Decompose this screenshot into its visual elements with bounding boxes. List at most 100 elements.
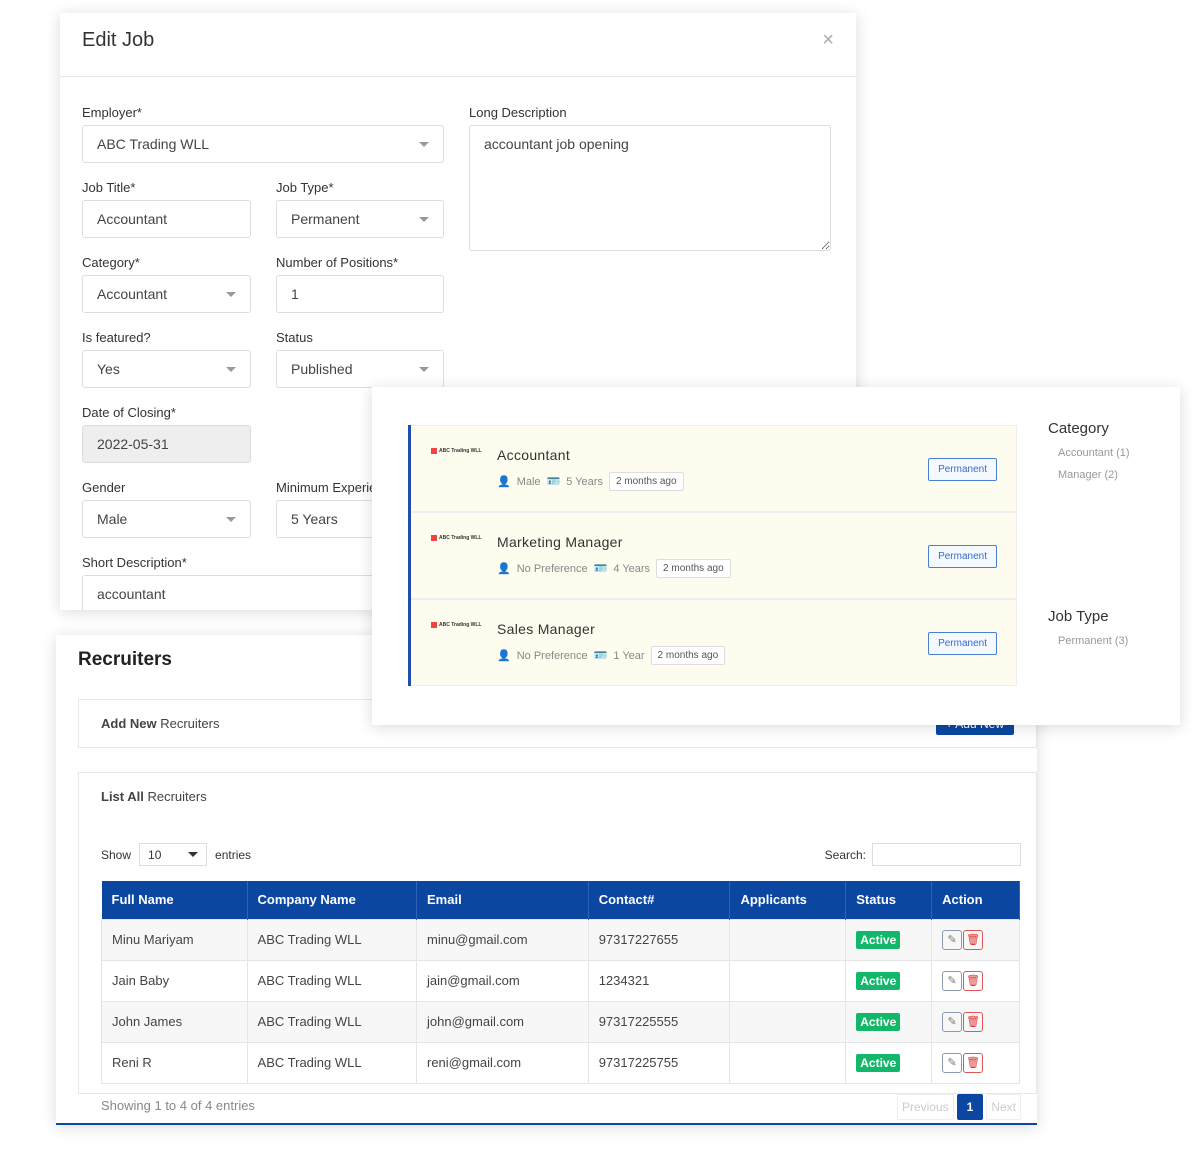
label: Date of Closing* <box>82 405 176 420</box>
job-item[interactable]: ABC Trading WLL Marketing Manager 👤 No Pref… <box>411 512 1017 599</box>
label: Category* <box>82 255 140 270</box>
filter-item[interactable]: Permanent (3) <box>1058 635 1129 647</box>
job-type-badge: Permanent <box>928 458 997 481</box>
delete-icon[interactable]: 🗑 <box>963 1052 984 1073</box>
label: Job Title* <box>82 180 136 195</box>
job-type-filter: Job Type Permanent (3) <box>1048 608 1128 647</box>
column-header[interactable]: Full Name <box>101 881 248 919</box>
value: Published <box>291 361 353 377</box>
status-badge: Active <box>856 972 901 990</box>
entries-control: Show 10 entries <box>101 843 251 866</box>
modal-title: Edit Job <box>82 29 155 51</box>
close-icon[interactable]: × <box>822 29 834 51</box>
job-item[interactable]: ABC Trading WLL Accountant 👤 Male 🪪 5 Years 2 … <box>411 425 1017 512</box>
delete-icon[interactable]: 🗑 <box>963 970 984 991</box>
job-title[interactable]: Accountant <box>497 447 571 463</box>
filter-item[interactable]: Manager (2) <box>1058 469 1118 481</box>
table-cell <box>729 918 847 961</box>
gender-select[interactable]: Male <box>82 500 251 538</box>
delete-icon[interactable]: 🗑 <box>963 1011 984 1032</box>
edit-icon[interactable]: ✎ <box>942 929 963 950</box>
previous-button[interactable]: Previous <box>896 1094 954 1120</box>
status-field: Status Published <box>276 330 444 388</box>
table-cell: ABC Trading WLL <box>246 1000 418 1043</box>
table-row: Reni R ABC Trading WLL reni@gmail.com 97317… <box>101 1041 1020 1084</box>
entries-select[interactable]: 10 <box>139 843 208 866</box>
user-icon: 👤 <box>497 563 511 575</box>
search-input[interactable] <box>872 843 1021 866</box>
company-logo: ABC Trading WLL <box>431 448 482 454</box>
caret-down-icon <box>419 366 429 372</box>
table-row: Minu Mariyam ABC Trading WLL minu@gmail.co… <box>101 918 1020 961</box>
gender-field: Gender Male <box>82 480 251 538</box>
featured-select[interactable]: Yes <box>82 350 251 388</box>
job-type-field: Job Type* Permanent <box>276 180 444 238</box>
category-field: Category* Accountant <box>82 255 251 313</box>
next-button[interactable]: Next <box>986 1094 1021 1120</box>
category-select[interactable]: Accountant <box>82 275 251 313</box>
job-type-select[interactable]: Permanent <box>276 200 444 238</box>
table-cell: Jain Baby <box>101 959 248 1002</box>
table-cell: minu@gmail.com <box>416 918 589 961</box>
delete-icon[interactable]: 🗑 <box>963 929 984 950</box>
value: Male <box>97 511 128 527</box>
table-cell: jain@gmail.com <box>416 959 589 1002</box>
id-card-icon: 🪪 <box>593 563 608 575</box>
column-header[interactable]: Action <box>931 881 1020 919</box>
value: Yes <box>97 361 120 377</box>
positions-input[interactable]: 1 <box>276 275 444 313</box>
company-logo: ABC Trading WLL <box>431 535 482 541</box>
column-header[interactable]: Company Name <box>247 881 418 919</box>
filter-title: Job Type <box>1048 608 1109 625</box>
job-title-input[interactable]: Accountant <box>82 200 251 238</box>
job-item[interactable]: ABC Trading WLL Sales Manager 👤 No Preferen… <box>411 599 1017 686</box>
column-header[interactable]: Applicants <box>729 881 847 919</box>
column-header[interactable]: Email <box>416 881 589 919</box>
status-cell: Active <box>845 1041 933 1084</box>
closing-date-input[interactable]: 2022-05-31 <box>82 425 251 463</box>
category-filter: Category Accountant (1) Manager (2) <box>1048 420 1130 481</box>
edit-icon[interactable]: ✎ <box>942 1052 963 1073</box>
edit-icon[interactable]: ✎ <box>942 1011 963 1032</box>
column-header[interactable]: Status <box>845 881 933 919</box>
posted-time: 2 months ago <box>608 472 684 491</box>
action-cell: ✎ 🗑 <box>931 918 1020 961</box>
label: Minimum Experience <box>276 480 398 495</box>
job-title[interactable]: Marketing Manager <box>497 534 623 550</box>
job-type-badge: Permanent <box>928 632 997 655</box>
status-select[interactable]: Published <box>276 350 444 388</box>
filter-title: Category <box>1048 420 1109 437</box>
status-badge: Active <box>856 931 901 949</box>
table-cell: reni@gmail.com <box>416 1041 589 1084</box>
positions-field: Number of Positions* 1 <box>276 255 444 313</box>
table-cell: 97317225555 <box>587 1000 731 1043</box>
employer-field: Employer* ABC Trading WLL <box>82 105 444 163</box>
label: Job Type* <box>276 180 334 195</box>
label: Status <box>276 330 313 345</box>
value: 1 <box>291 286 299 302</box>
long-description-input[interactable]: accountant job opening <box>469 125 831 251</box>
page-title: Recruiters <box>78 649 172 670</box>
status-cell: Active <box>845 959 933 1002</box>
table-cell: john@gmail.com <box>416 1000 589 1043</box>
caret-down-icon <box>419 141 429 147</box>
experience: 1 Year <box>613 649 645 662</box>
status-badge: Active <box>856 1054 901 1072</box>
page-1-button[interactable]: 1 <box>956 1094 984 1120</box>
id-card-icon: 🪪 <box>546 476 561 488</box>
table-cell: John James <box>101 1000 248 1043</box>
label: Long Description <box>469 105 567 120</box>
table-cell: 1234321 <box>587 959 731 1002</box>
caret-down-icon <box>419 216 429 222</box>
job-title[interactable]: Sales Manager <box>497 621 596 637</box>
edit-icon[interactable]: ✎ <box>942 970 963 991</box>
user-icon: 👤 <box>497 650 511 662</box>
experience: 5 Years <box>566 475 603 488</box>
filter-item[interactable]: Accountant (1) <box>1058 447 1130 459</box>
employer-select[interactable]: ABC Trading WLL <box>82 125 444 163</box>
gender: No Preference <box>516 562 588 575</box>
job-listing-panel: ABC Trading WLL Accountant 👤 Male 🪪 5 Years 2 … <box>372 387 1180 725</box>
featured-field: Is featured? Yes <box>82 330 251 388</box>
table-cell: 97317225755 <box>587 1041 731 1084</box>
column-header[interactable]: Contact# <box>588 881 731 919</box>
